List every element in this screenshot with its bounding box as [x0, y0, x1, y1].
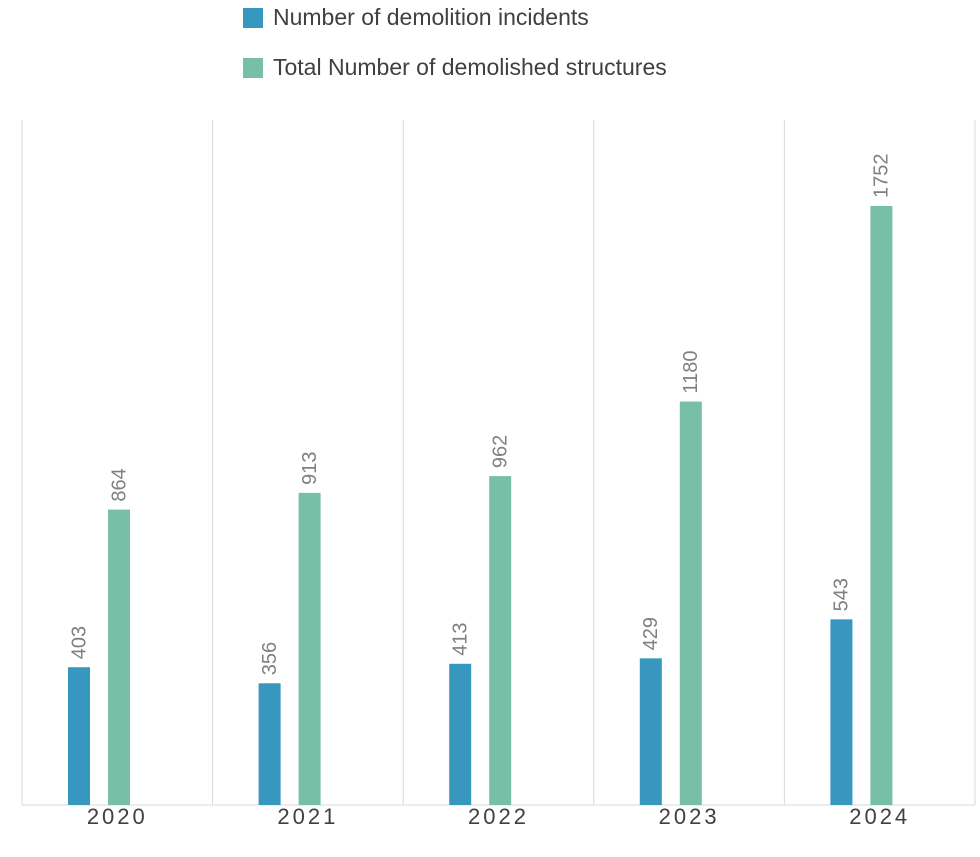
bar — [298, 492, 321, 805]
legend-swatch — [243, 58, 263, 78]
bar — [68, 667, 90, 805]
data-label: 913 — [299, 451, 321, 484]
legend-swatch — [243, 8, 263, 28]
data-label: 429 — [640, 617, 662, 650]
data-label: 543 — [831, 578, 853, 611]
legend-label: Total Number of demolished structures — [273, 54, 667, 80]
bar — [830, 619, 853, 805]
data-label: 864 — [108, 468, 130, 501]
data-label: 356 — [259, 642, 281, 675]
bar — [489, 476, 512, 805]
legend-label: Number of demolition incidents — [273, 4, 589, 30]
bar — [679, 401, 702, 805]
x-tick-label: 2021 — [277, 804, 338, 829]
data-label: 1180 — [680, 351, 702, 394]
bar — [639, 658, 662, 805]
data-label: 962 — [489, 435, 511, 468]
x-tick-label: 2020 — [87, 804, 148, 829]
bar — [449, 663, 472, 805]
bar — [258, 683, 281, 805]
data-label: 413 — [449, 622, 471, 655]
x-tick-label: 2022 — [468, 804, 529, 829]
bar — [108, 509, 130, 805]
bar — [870, 206, 893, 805]
x-tick-label: 2024 — [849, 804, 910, 829]
x-tick-label: 2023 — [659, 804, 720, 829]
data-label: 403 — [68, 626, 90, 659]
data-label: 1752 — [871, 154, 893, 199]
